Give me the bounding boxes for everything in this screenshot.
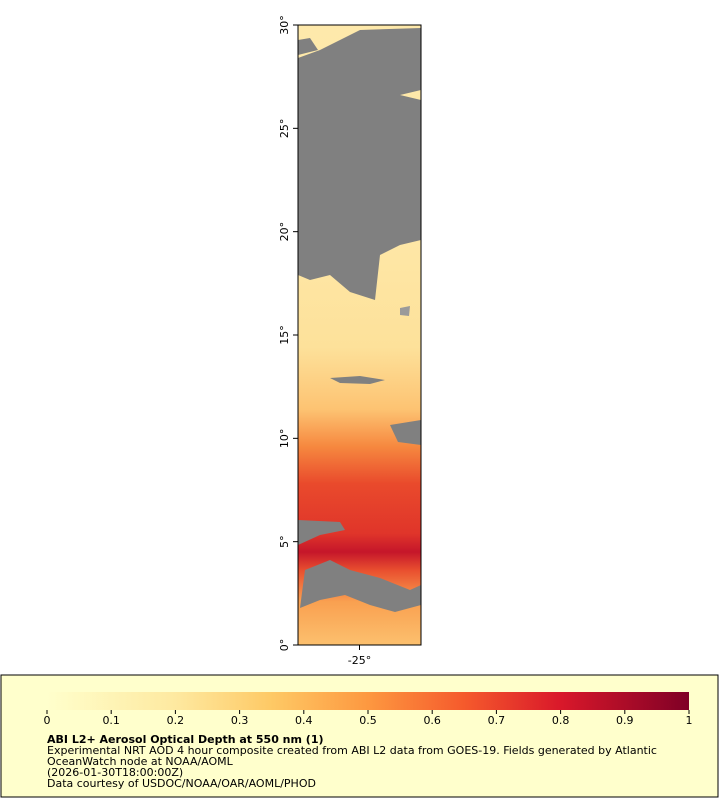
y-tick-label: 25° (278, 119, 291, 139)
colorbar-tick-label: 0.9 (616, 714, 634, 727)
colorbar-tick-label: 1 (686, 714, 693, 727)
colorbar-tick-label: 0.4 (295, 714, 313, 727)
y-tick-label: 0° (278, 639, 291, 652)
x-tick-label: -25° (348, 654, 371, 667)
colorbar-tick-label: 0.5 (359, 714, 377, 727)
y-tick-label: 20° (278, 222, 291, 242)
colorbar-tick-label: 0.8 (552, 714, 570, 727)
colorbar-tick-label: 0.2 (167, 714, 185, 727)
colorbar-tick-label: 0.7 (488, 714, 506, 727)
no-data-area (400, 306, 410, 316)
colorbar-ticks: 0 0.1 0.2 0.3 0.4 0.5 0.6 0.7 0.8 0.9 1 (44, 710, 693, 727)
legend-line: (2026-01-30T18:00:00Z) (47, 766, 183, 779)
colorbar-tick-label: 0.3 (231, 714, 249, 727)
y-tick-label: 15° (278, 325, 291, 345)
y-tick-label: 10° (278, 429, 291, 449)
no-data-area (355, 106, 372, 118)
colorbar-tick-label: 0.6 (423, 714, 441, 727)
y-tick-label: 5° (278, 535, 291, 548)
colorbar (47, 692, 689, 710)
legend-title: ABI L2+ Aerosol Optical Depth at 550 nm … (47, 733, 324, 746)
axes: 0° 5° 10° 15° 20° 25° 30° -25° (278, 15, 371, 667)
no-data-area (330, 376, 385, 384)
colorbar-tick-label: 0.1 (102, 714, 120, 727)
no-data-area (390, 420, 421, 445)
aod-raster (298, 25, 421, 645)
colorbar-tick-label: 0 (44, 714, 51, 727)
y-tick-label: 30° (278, 15, 291, 35)
no-data-area (298, 520, 345, 545)
no-data-area (298, 38, 318, 55)
no-data-area (298, 28, 421, 300)
no-data-area (300, 560, 421, 612)
legend-line: Data courtesy of USDOC/NOAA/OAR/AOML/PHO… (47, 777, 316, 790)
legend-line: Experimental NRT AOD 4 hour composite cr… (47, 744, 657, 757)
legend-line: OceanWatch node at NOAA/AOML (47, 755, 234, 768)
